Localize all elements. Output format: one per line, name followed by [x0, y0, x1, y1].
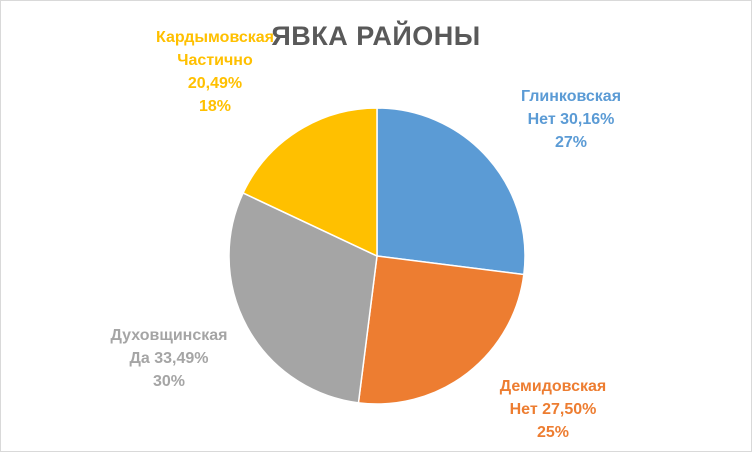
pie-slice-demidovskaya: [357, 255, 525, 405]
label-category: Глинковская: [520, 88, 622, 105]
data-label-glinkovskaya: Глинковская Нет 30,16% 27%: [451, 85, 691, 154]
label-sub2: 20,49%: [187, 75, 243, 92]
label-sub: Частично: [177, 52, 253, 69]
data-label-kardymovskaya: Кардымовская Частично 20,49% 18%: [95, 26, 335, 118]
chart-title: ЯВКА РАЙОНЫ: [271, 21, 481, 51]
label-category: Кардымовская: [155, 29, 275, 46]
data-label-demidovskaya: Демидовская Нет 27,50% 25%: [433, 375, 673, 444]
label-percent: 18%: [198, 98, 232, 115]
pie-slice-dukhovshchinskaya: [228, 191, 378, 404]
label-percent: 30%: [152, 373, 186, 390]
label-percent: 27%: [554, 134, 588, 151]
pie-slice-glinkovskaya: [376, 107, 526, 276]
label-category: Духовщинская: [110, 327, 228, 344]
pie-slice-kardymovskaya: [242, 107, 378, 258]
label-sub: Нет 30,16%: [527, 111, 615, 128]
label-category: Демидовская: [499, 378, 607, 395]
label-sub: Да 33,49%: [129, 350, 209, 367]
label-percent: 25%: [536, 424, 570, 441]
label-sub: Нет 27,50%: [509, 401, 597, 418]
data-label-dukhovshchinskaya: Духовщинская Да 33,49% 30%: [49, 324, 289, 393]
